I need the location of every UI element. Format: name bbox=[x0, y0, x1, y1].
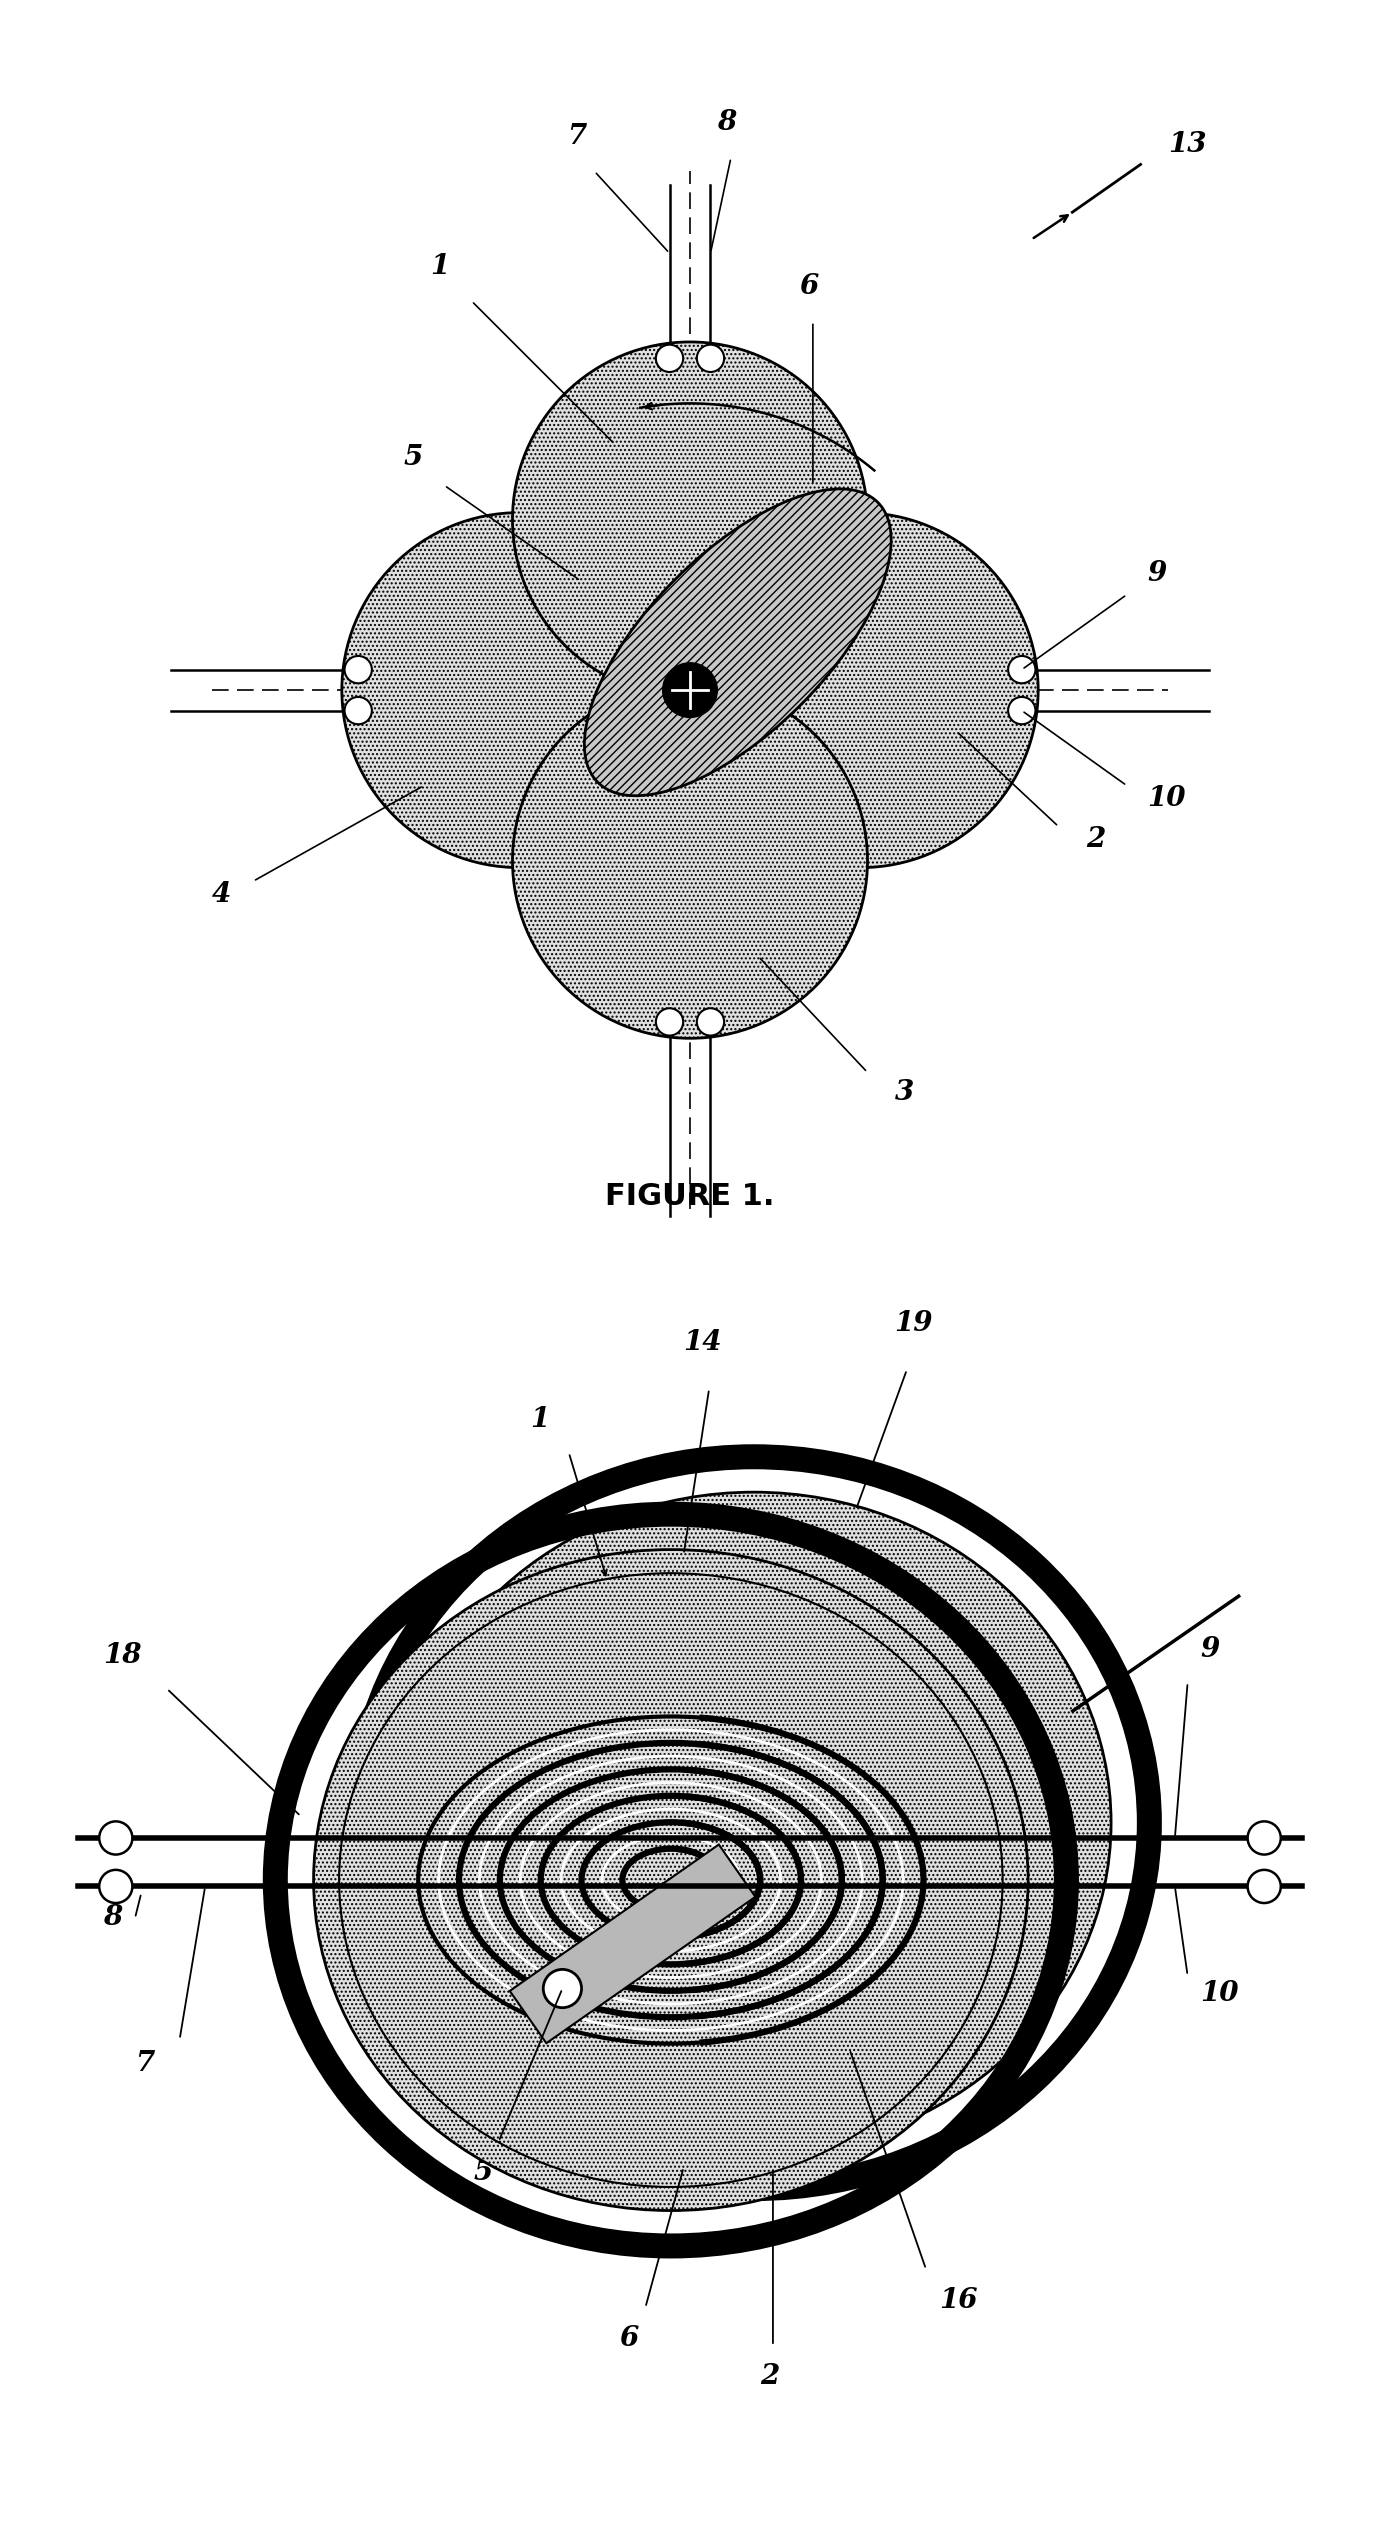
Circle shape bbox=[683, 512, 1038, 868]
Circle shape bbox=[1248, 1822, 1281, 1854]
Text: 5: 5 bbox=[403, 444, 422, 472]
Text: 18: 18 bbox=[104, 1642, 142, 1670]
Text: FIGURE 1.: FIGURE 1. bbox=[606, 1181, 774, 1211]
Circle shape bbox=[99, 1822, 132, 1854]
Circle shape bbox=[345, 696, 371, 724]
Text: 1: 1 bbox=[431, 252, 450, 280]
Circle shape bbox=[697, 346, 724, 371]
Text: 10: 10 bbox=[1201, 1981, 1239, 2008]
Ellipse shape bbox=[339, 1574, 1003, 2187]
Text: 1: 1 bbox=[530, 1405, 549, 1433]
Text: 9: 9 bbox=[1201, 1635, 1220, 1663]
Ellipse shape bbox=[396, 1491, 1111, 2152]
Circle shape bbox=[1009, 696, 1035, 724]
Text: 8: 8 bbox=[104, 1905, 123, 1930]
Circle shape bbox=[512, 684, 868, 1039]
Circle shape bbox=[656, 1009, 683, 1034]
Circle shape bbox=[656, 346, 683, 371]
Circle shape bbox=[1248, 1870, 1281, 1902]
Text: 7: 7 bbox=[567, 124, 586, 149]
Polygon shape bbox=[509, 1844, 755, 2044]
Text: 9: 9 bbox=[1147, 560, 1166, 588]
Circle shape bbox=[345, 656, 371, 684]
Circle shape bbox=[99, 1870, 132, 1902]
Text: 2: 2 bbox=[760, 2364, 780, 2389]
Text: 14: 14 bbox=[683, 1330, 722, 1357]
Ellipse shape bbox=[584, 489, 891, 795]
Text: 6: 6 bbox=[799, 272, 818, 300]
Circle shape bbox=[662, 664, 718, 717]
Circle shape bbox=[512, 343, 868, 696]
Text: 4: 4 bbox=[213, 881, 232, 908]
Text: 8: 8 bbox=[718, 108, 737, 136]
Circle shape bbox=[544, 1970, 581, 2008]
Text: 16: 16 bbox=[938, 2286, 977, 2314]
Text: 5: 5 bbox=[473, 2160, 493, 2185]
Circle shape bbox=[342, 512, 697, 868]
Text: 13: 13 bbox=[1167, 131, 1206, 156]
Text: 2: 2 bbox=[1086, 825, 1105, 853]
Circle shape bbox=[697, 1009, 724, 1034]
Ellipse shape bbox=[313, 1549, 1028, 2210]
Text: 10: 10 bbox=[1147, 785, 1185, 812]
Text: 19: 19 bbox=[894, 1309, 933, 1337]
Text: 7: 7 bbox=[135, 2051, 155, 2076]
Circle shape bbox=[1009, 656, 1035, 684]
Text: 6: 6 bbox=[620, 2326, 639, 2351]
Text: 3: 3 bbox=[894, 1080, 914, 1105]
